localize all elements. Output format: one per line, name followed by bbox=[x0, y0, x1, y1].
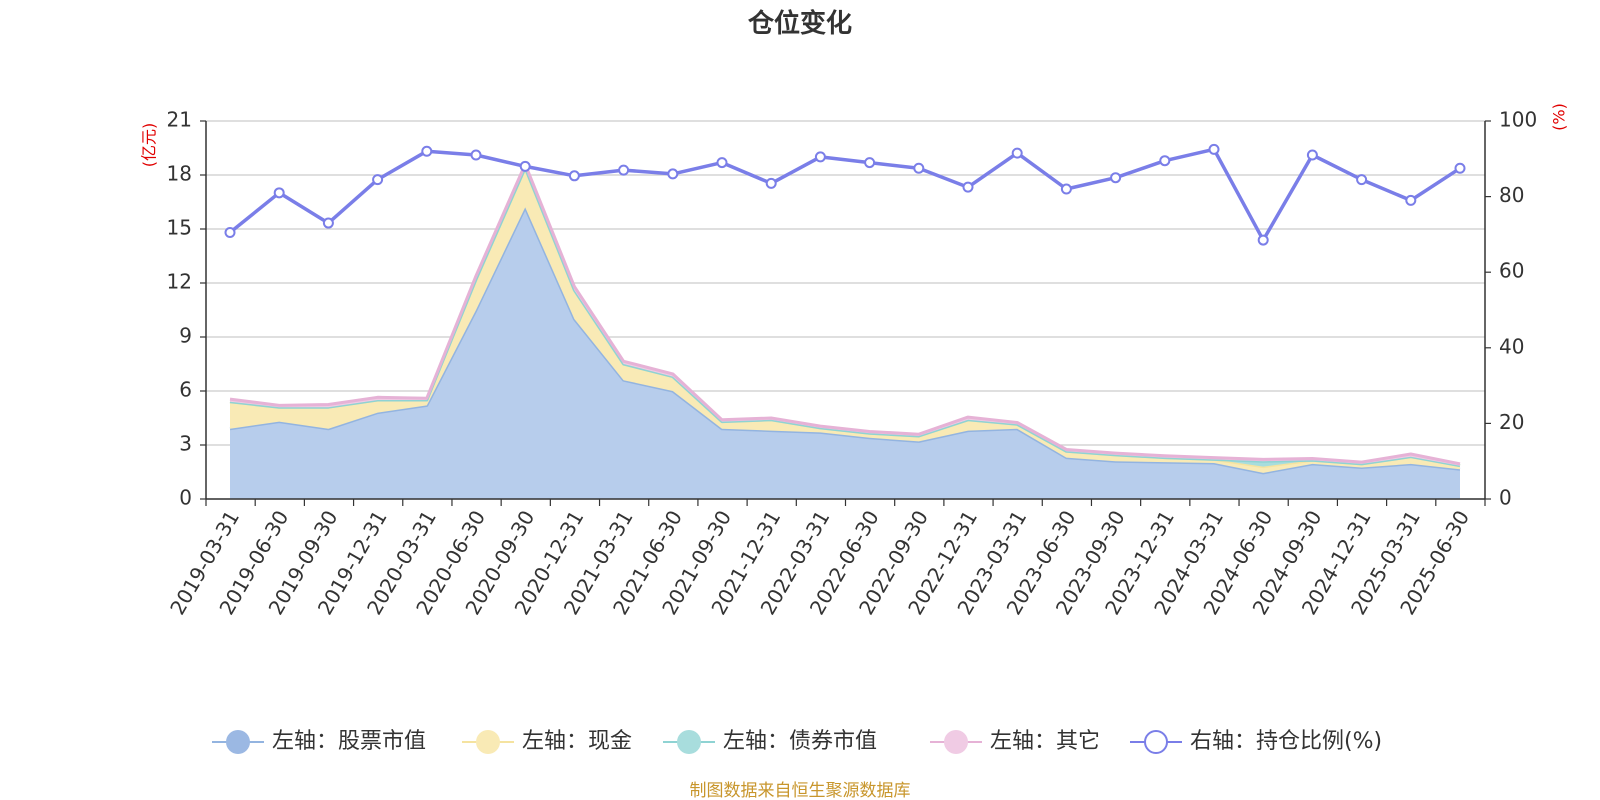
legend-item-2: 左轴：现金 bbox=[462, 729, 632, 754]
ratio-point bbox=[470, 149, 482, 161]
right-tick-label: 80 bbox=[1499, 183, 1524, 207]
right-tick-label: 0 bbox=[1499, 486, 1512, 510]
area-edge-series-4 bbox=[229, 162, 1461, 466]
left-tick-label: 6 bbox=[179, 378, 192, 402]
ratio-point bbox=[1257, 234, 1269, 246]
ratio-point bbox=[322, 217, 334, 229]
left-tick-label: 12 bbox=[167, 270, 192, 294]
legend-item-5: 右轴：持仓比例(%) bbox=[1130, 729, 1382, 754]
ratio-point bbox=[1110, 172, 1122, 184]
ratio-point bbox=[421, 145, 433, 157]
right-tick-label: 100 bbox=[1499, 108, 1537, 132]
left-tick-label: 15 bbox=[167, 216, 192, 240]
left-tick-label: 0 bbox=[179, 486, 192, 510]
source-note: 制图数据来自恒生聚源数据库 bbox=[690, 781, 911, 800]
right-tick-label: 20 bbox=[1499, 410, 1524, 434]
ratio-point bbox=[1356, 174, 1368, 186]
right-tick-label: 60 bbox=[1499, 259, 1524, 283]
ratio-point bbox=[913, 162, 925, 174]
ratio-point bbox=[1011, 147, 1023, 159]
left-tick-label: 3 bbox=[179, 432, 192, 456]
legend-marker bbox=[226, 730, 250, 754]
ratio-point bbox=[372, 174, 384, 186]
left-tick-label: 21 bbox=[167, 108, 192, 132]
legend-marker bbox=[476, 730, 500, 754]
ratio-point bbox=[273, 187, 285, 199]
chart-title: 仓位变化 bbox=[747, 8, 852, 39]
ratio-point bbox=[568, 170, 580, 182]
ratio-point bbox=[1060, 183, 1072, 195]
ratio-line-path bbox=[228, 147, 1461, 242]
ratio-point bbox=[1405, 194, 1417, 206]
area-series-1 bbox=[230, 207, 1460, 499]
ratio-point bbox=[765, 177, 777, 189]
holding-ratio-line bbox=[224, 143, 1466, 246]
legend-item-4: 左轴：其它 bbox=[930, 729, 1100, 754]
legend-item-1: 左轴：股票市值 bbox=[212, 729, 426, 754]
legend-marker bbox=[944, 730, 968, 754]
ratio-point bbox=[519, 160, 531, 172]
legend-label: 左轴：现金 bbox=[522, 729, 632, 754]
legend-label: 右轴：持仓比例(%) bbox=[1190, 729, 1382, 754]
ratio-point bbox=[667, 168, 679, 180]
ratio-point bbox=[224, 227, 236, 239]
left-axis-unit: (亿元) bbox=[140, 123, 159, 168]
legend-marker bbox=[1144, 730, 1168, 754]
left-tick-label: 9 bbox=[179, 324, 192, 348]
legend: 左轴：股票市值 左轴：现金 左轴：债券市值 左轴：其它 右轴：持仓比例(%) bbox=[212, 729, 1382, 754]
ratio-point bbox=[864, 157, 876, 169]
left-tick-label: 18 bbox=[167, 162, 192, 186]
ratio-point bbox=[1454, 162, 1466, 174]
ratio-point bbox=[1306, 149, 1318, 161]
ratio-point bbox=[618, 164, 630, 176]
ratio-point bbox=[716, 157, 728, 169]
ratio-point bbox=[814, 151, 826, 163]
legend-label: 左轴：债券市值 bbox=[723, 729, 877, 754]
right-axis-unit: (%) bbox=[1550, 103, 1569, 131]
stacked-areas bbox=[229, 162, 1461, 499]
legend-item-3: 左轴：债券市值 bbox=[663, 729, 877, 754]
ratio-point bbox=[962, 181, 974, 193]
right-tick-label: 40 bbox=[1499, 334, 1524, 358]
ratio-point bbox=[1208, 143, 1220, 155]
legend-label: 左轴：股票市值 bbox=[272, 729, 426, 754]
legend-marker bbox=[677, 730, 701, 754]
ratio-point bbox=[1159, 155, 1171, 167]
legend-label: 左轴：其它 bbox=[990, 729, 1100, 754]
